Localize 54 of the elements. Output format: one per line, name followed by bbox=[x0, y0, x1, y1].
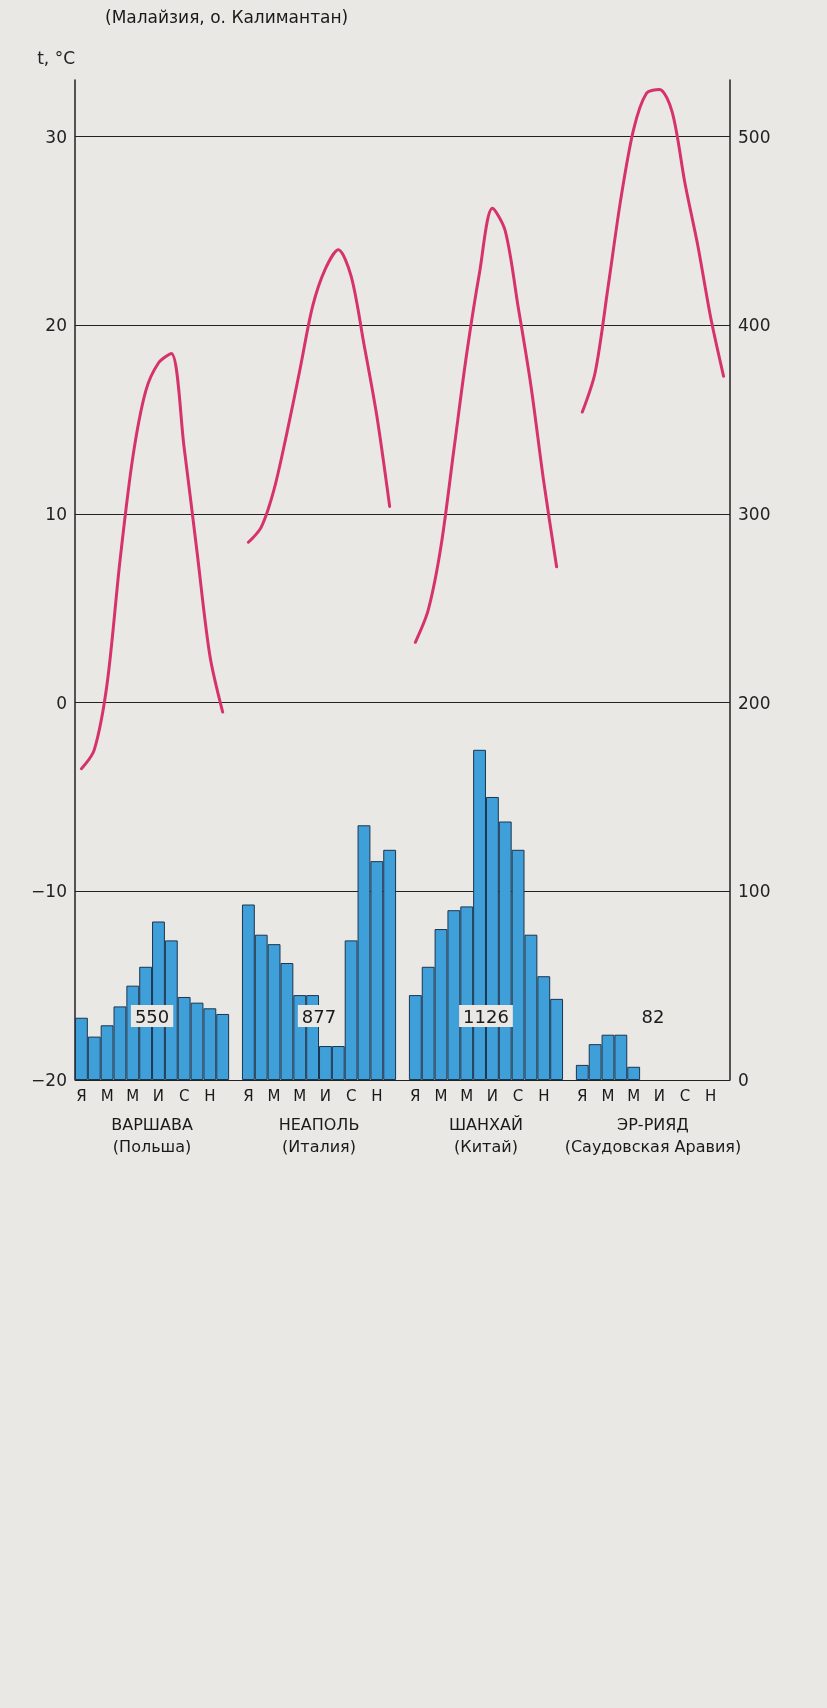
y2-tick-label: 0 bbox=[738, 1070, 749, 1090]
text: (Малайзия, о. Калимантан) bbox=[105, 6, 349, 27]
line-series bbox=[246, 248, 392, 544]
x-tick-label: С bbox=[679, 1086, 691, 1105]
line-series bbox=[580, 87, 726, 414]
x-tick-label: М bbox=[293, 1086, 307, 1105]
text: (Саудовская Аравия) bbox=[564, 1136, 742, 1156]
line-series bbox=[79, 352, 225, 771]
y-tick-label: 0 bbox=[56, 692, 67, 713]
x-tick-label: С bbox=[512, 1086, 524, 1105]
annotation: 1126 bbox=[463, 1005, 509, 1027]
y-axis-title: t, °C bbox=[37, 47, 75, 68]
x-tick-label: С bbox=[178, 1086, 190, 1105]
x-tick-label: И bbox=[486, 1086, 499, 1105]
x-tick-label: Я bbox=[76, 1086, 87, 1105]
text: ШАНХАЙ bbox=[449, 1114, 523, 1134]
y-tick-label: −10 bbox=[31, 881, 67, 902]
text: (Польша) bbox=[112, 1136, 192, 1156]
text: ЭР-РИЯД bbox=[617, 1114, 689, 1134]
y-tick-label: 20 bbox=[45, 315, 67, 336]
y-tick-label: 30 bbox=[45, 126, 67, 147]
annotation: 82 bbox=[641, 1005, 665, 1027]
y2-tick-label: 100 bbox=[738, 881, 771, 902]
x-tick-label: И bbox=[152, 1086, 165, 1105]
x-tick-label: М bbox=[601, 1086, 615, 1105]
x-tick-label: Н bbox=[204, 1086, 216, 1105]
y2-tick-label: 500 bbox=[738, 126, 771, 147]
annotation: 877 bbox=[301, 1005, 337, 1027]
line-series bbox=[413, 206, 559, 644]
y2-tick-label: 200 bbox=[738, 692, 771, 713]
x-tick-label: М bbox=[267, 1086, 281, 1105]
y2-tick-label: 400 bbox=[738, 315, 771, 336]
x-tick-label: М bbox=[627, 1086, 641, 1105]
x-tick-label: М bbox=[460, 1086, 474, 1105]
text: ВАРШАВА bbox=[111, 1114, 193, 1134]
text: НЕАПОЛЬ bbox=[278, 1114, 360, 1134]
x-tick-label: С bbox=[345, 1086, 357, 1105]
y2-tick-label: 300 bbox=[738, 503, 771, 524]
x-tick-label: М bbox=[126, 1086, 140, 1105]
x-tick-label: М bbox=[434, 1086, 448, 1105]
y-tick-label: −20 bbox=[31, 1070, 67, 1090]
x-tick-label: Н bbox=[538, 1086, 550, 1105]
x-tick-label: И bbox=[319, 1086, 332, 1105]
x-tick-label: Я bbox=[410, 1086, 421, 1105]
x-tick-label: М bbox=[100, 1086, 114, 1105]
y-tick-label: 10 bbox=[45, 503, 67, 524]
annotation: 550 bbox=[134, 1005, 170, 1027]
text: (Италия) bbox=[282, 1136, 356, 1156]
x-tick-label: Я bbox=[577, 1086, 588, 1105]
x-tick-label: И bbox=[653, 1086, 665, 1105]
x-tick-label: Я bbox=[243, 1086, 254, 1105]
x-tick-label: Н bbox=[705, 1086, 717, 1105]
x-tick-label: Н bbox=[371, 1086, 383, 1105]
text: (Китай) bbox=[454, 1136, 518, 1156]
